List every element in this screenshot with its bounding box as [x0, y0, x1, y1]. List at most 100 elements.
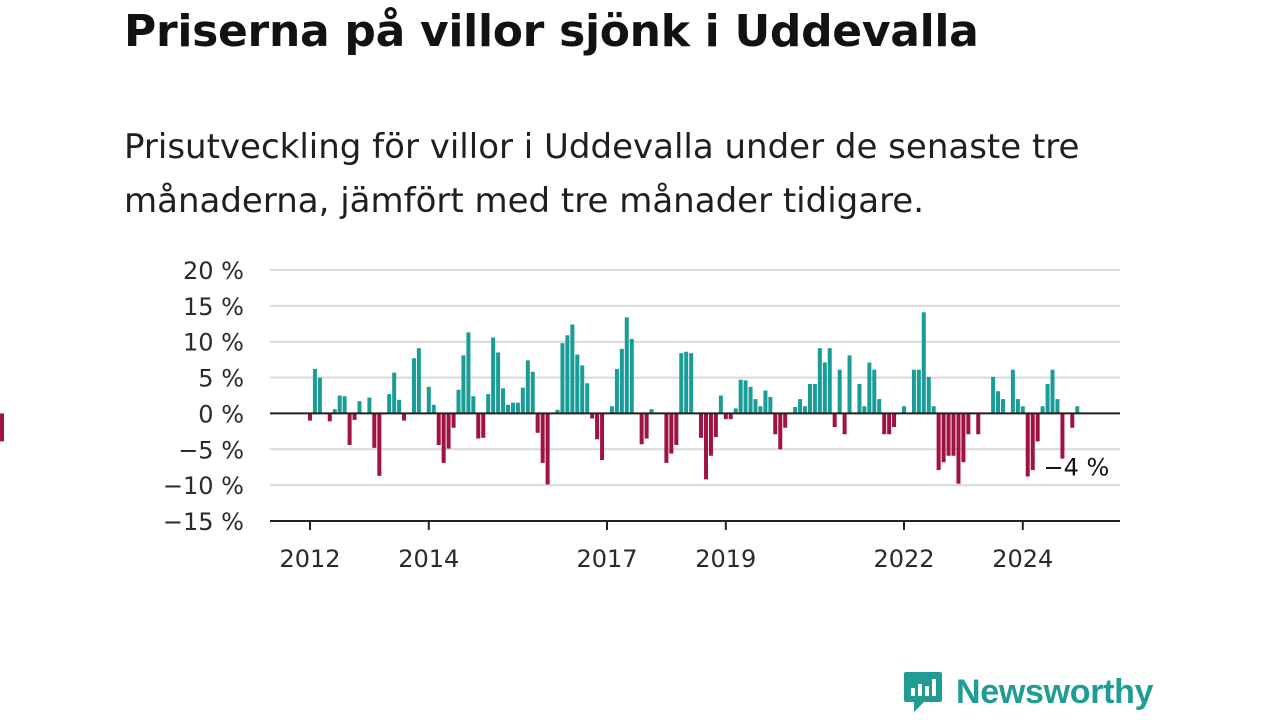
bar: [491, 337, 496, 414]
bar: [332, 409, 337, 414]
bar: [367, 397, 372, 414]
bar: [629, 338, 634, 414]
bar: [505, 404, 510, 414]
bar: [337, 395, 342, 414]
bar: [758, 406, 763, 414]
bar: [342, 396, 347, 414]
bar: [377, 413, 382, 476]
bar: [357, 401, 362, 414]
bar: [718, 395, 723, 414]
bar: [713, 413, 718, 438]
bar: [1060, 413, 1065, 459]
bar: [555, 409, 560, 414]
bar: [847, 355, 852, 414]
bar: [763, 390, 768, 414]
bar: [708, 413, 713, 456]
y-tick-label: 10 %: [183, 329, 244, 357]
bar: [966, 413, 971, 435]
bar: [956, 413, 961, 484]
bar: [590, 413, 595, 419]
bar: [807, 384, 812, 414]
bar: [515, 402, 520, 414]
bar: [911, 369, 916, 414]
bar: [738, 379, 743, 414]
bar: [639, 413, 644, 445]
bar: [600, 413, 605, 461]
bar: [520, 387, 525, 414]
bar: [748, 386, 753, 414]
bar: [397, 399, 402, 414]
bar: [614, 368, 619, 414]
newsworthy-logo-icon: [904, 672, 942, 712]
newsworthy-logo: Newsworthy: [902, 670, 1154, 714]
bar: [926, 376, 931, 414]
bar: [431, 404, 436, 414]
bar: [892, 413, 897, 428]
bar: [372, 413, 377, 448]
bar: [812, 384, 817, 414]
bar: [1055, 399, 1060, 414]
bar: [1035, 413, 1040, 442]
bar: [743, 380, 748, 414]
bar: [991, 376, 996, 414]
y-tick-label: −10 %: [163, 472, 244, 500]
x-tick-label: 2022: [873, 545, 934, 573]
bar: [1020, 406, 1025, 414]
bar: [461, 355, 466, 414]
bar: [1001, 399, 1006, 414]
bar: [570, 324, 575, 414]
bar: [684, 351, 689, 414]
bar: [580, 365, 585, 414]
bar: [416, 348, 421, 414]
bar: [496, 352, 501, 414]
y-tick-label: −15 %: [163, 508, 244, 536]
bar: [1070, 413, 1075, 428]
bar: [327, 413, 332, 422]
bar: [585, 383, 590, 414]
bar: [679, 353, 684, 414]
bar: [921, 312, 926, 414]
bar: [699, 413, 704, 438]
bar: [411, 358, 416, 414]
bar: [1015, 399, 1020, 414]
bar: [525, 360, 530, 414]
bar: [481, 413, 486, 438]
bar: [644, 413, 649, 439]
chart-title: Priserna på villor sjönk i Uddevalla: [124, 6, 979, 57]
x-tick-label: 2017: [576, 545, 637, 573]
bar: [575, 354, 580, 414]
bar: [733, 408, 738, 414]
bar: [887, 413, 892, 435]
bar: [842, 413, 847, 435]
bar: [798, 399, 803, 414]
bar: [312, 368, 317, 414]
bar: [664, 413, 669, 463]
bar: [387, 394, 392, 414]
bar: [783, 413, 788, 428]
brand-name: Newsworthy: [956, 672, 1154, 711]
bar: [837, 369, 842, 414]
bar: [877, 399, 882, 414]
bar: [768, 396, 773, 414]
bar: [867, 362, 872, 414]
bar: [402, 413, 407, 421]
bar: [946, 413, 951, 456]
bar: [872, 369, 877, 414]
bar: [595, 413, 600, 440]
bar: [1040, 406, 1045, 414]
bar: [1045, 384, 1050, 414]
bar: [560, 343, 565, 414]
bar: [827, 348, 832, 414]
bars: [0, 312, 1080, 485]
x-axis-ticks: 2012 2014 2017 2019 2022 2024: [279, 521, 1053, 573]
bar: [951, 413, 956, 456]
bar: [1025, 413, 1030, 477]
bar: [352, 413, 357, 420]
bar: [723, 413, 728, 420]
bar: [441, 413, 446, 463]
bar: [689, 353, 694, 414]
bar: [530, 371, 535, 414]
bar: [619, 348, 624, 414]
y-tick-label: 20 %: [183, 257, 244, 285]
gridlines: [270, 269, 1120, 487]
